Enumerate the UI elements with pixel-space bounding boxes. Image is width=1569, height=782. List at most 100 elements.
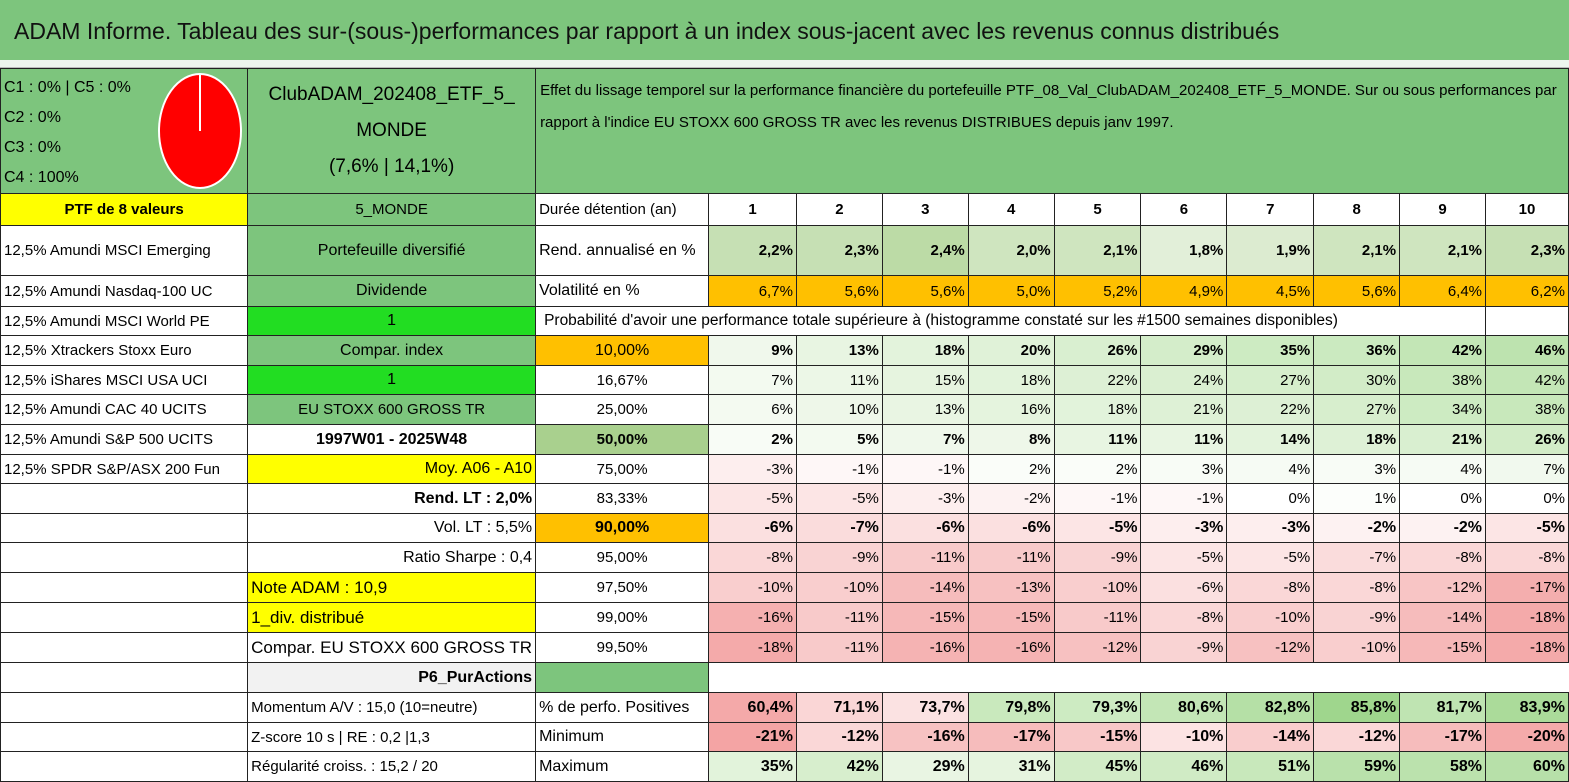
percentile-value: 0%	[1226, 483, 1315, 514]
positive-value: 79,8%	[967, 692, 1055, 723]
percentile-value: -17%	[1485, 572, 1569, 603]
year-header: 4	[967, 193, 1055, 226]
period-label: 1997W01 - 2025W48	[247, 424, 537, 455]
rend-value: 1,9%	[1226, 225, 1315, 276]
percentile-value: -16%	[967, 632, 1055, 663]
minimum-value: -17%	[967, 722, 1055, 752]
percentile-value: -8%	[1485, 542, 1569, 573]
percentile-value: 27%	[1313, 394, 1401, 425]
percentile-value: 18%	[967, 365, 1055, 395]
percentile-value: -2%	[1399, 513, 1487, 543]
minimum-value: -14%	[1226, 722, 1315, 752]
minimum-value: -20%	[1485, 722, 1569, 752]
percentile-value: 21%	[1140, 394, 1228, 425]
percentile-value: 7%	[1485, 454, 1569, 484]
percentile-label: 25,00%	[535, 394, 710, 425]
percentile-value: -18%	[1485, 632, 1569, 663]
vol-value: 5,6%	[881, 275, 969, 307]
percentile-value: -3%	[1140, 513, 1228, 543]
momentum-label: Momentum A/V : 15,0 (10=neutre)	[247, 692, 537, 723]
minimum-label: Minimum	[535, 722, 710, 752]
maximum-value: 35%	[708, 751, 797, 782]
year-header: 6	[1140, 193, 1228, 226]
vol-value: 4,5%	[1226, 275, 1315, 307]
percentile-value: -10%	[795, 572, 883, 603]
percentile-value: -9%	[1140, 632, 1228, 663]
positive-value: 82,8%	[1226, 692, 1315, 723]
maximum-value: 58%	[1399, 751, 1487, 782]
percentile-value: 4%	[1226, 454, 1315, 484]
allocation-line-1: C1 : 0% | C5 : 0%	[4, 79, 131, 96]
percentile-value: -6%	[967, 513, 1055, 543]
percentile-value: 8%	[967, 424, 1055, 455]
minimum-value: -21%	[708, 722, 797, 752]
percentile-label: 16,67%	[535, 365, 710, 395]
empty-cell	[0, 692, 249, 723]
allocation-pie-chart	[158, 73, 242, 189]
percentile-value: -15%	[1399, 632, 1487, 663]
percentile-value: 2%	[967, 454, 1055, 484]
percentile-value: 2%	[1053, 454, 1142, 484]
holding-8: 12,5% SPDR S&P/ASX 200 Fun	[0, 454, 249, 484]
vol-value: 4,9%	[1140, 275, 1228, 307]
percentile-value: -13%	[967, 572, 1055, 603]
percentile-value: 6%	[708, 394, 797, 425]
minimum-value: -10%	[1140, 722, 1228, 752]
percentile-value: 22%	[1053, 365, 1142, 395]
diversified-label: Portefeuille diversifié	[247, 225, 537, 276]
year-header: 2	[795, 193, 883, 226]
regularite-label: Régularité croiss. : 15,2 / 20	[247, 751, 537, 782]
percentile-value: -10%	[708, 572, 797, 603]
empty-cell	[0, 662, 249, 693]
percentile-value: 26%	[1053, 335, 1142, 366]
rend-value: 2,3%	[1485, 225, 1569, 276]
percentile-value: 30%	[1313, 365, 1401, 395]
percentile-label: 50,00%	[535, 424, 710, 455]
green-cell	[535, 662, 710, 693]
percentile-value: 11%	[1140, 424, 1228, 455]
vol-value: 5,2%	[1053, 275, 1142, 307]
index-name: EU STOXX 600 GROSS TR	[247, 394, 537, 425]
percentile-value: -3%	[708, 454, 797, 484]
percentile-value: 42%	[1399, 335, 1487, 366]
percentile-value: 13%	[795, 335, 883, 366]
allocation-line-4: C4 : 100%	[4, 169, 79, 186]
compar-index-label: Compar. index	[247, 335, 537, 366]
percentile-value: -7%	[1313, 542, 1401, 573]
year-header: 1	[708, 193, 797, 226]
percentile-value: 20%	[967, 335, 1055, 366]
percentile-value: -5%	[1226, 542, 1315, 573]
percentile-value: -3%	[1226, 513, 1315, 543]
vol-value: 6,7%	[708, 275, 797, 307]
percentile-value: -6%	[881, 513, 969, 543]
percentile-value: -1%	[1053, 483, 1142, 514]
percentile-value: -12%	[1226, 632, 1315, 663]
percentile-value: -10%	[1313, 632, 1401, 663]
portfolio-name-line-2: MONDE	[356, 120, 427, 141]
percentile-value: 29%	[1140, 335, 1228, 366]
percentile-value: 22%	[1226, 394, 1315, 425]
maximum-value: 42%	[795, 751, 883, 782]
percentile-label: 75,00%	[535, 454, 710, 484]
portfolio-name-line-3: (7,6% | 14,1%)	[328, 156, 455, 177]
vol-lt-label: Vol. LT : 5,5%	[247, 513, 537, 543]
percentile-value: -11%	[881, 542, 969, 573]
percentile-value: 18%	[881, 335, 969, 366]
positive-value: 73,7%	[881, 692, 969, 723]
percentile-value: -11%	[795, 632, 883, 663]
vol-value: 6,4%	[1399, 275, 1487, 307]
minimum-value: -12%	[795, 722, 883, 752]
percentile-value: -5%	[1053, 513, 1142, 543]
vol-value: 5,6%	[795, 275, 883, 307]
percentile-value: 10%	[795, 394, 883, 425]
portfolio-name-cell: ClubADAM_202408_ETF_5_ MONDE (7,6% | 14,…	[247, 68, 537, 194]
positive-value: 79,3%	[1053, 692, 1142, 723]
percentile-value: 0%	[1485, 483, 1569, 514]
percentile-value: -5%	[1485, 513, 1569, 543]
year-header: 10	[1485, 193, 1569, 226]
percentile-value: -9%	[1313, 602, 1401, 633]
minimum-value: -17%	[1399, 722, 1487, 752]
empty-cell	[0, 602, 249, 633]
percentile-value: 38%	[1485, 394, 1569, 425]
percentile-value: -10%	[1226, 602, 1315, 633]
